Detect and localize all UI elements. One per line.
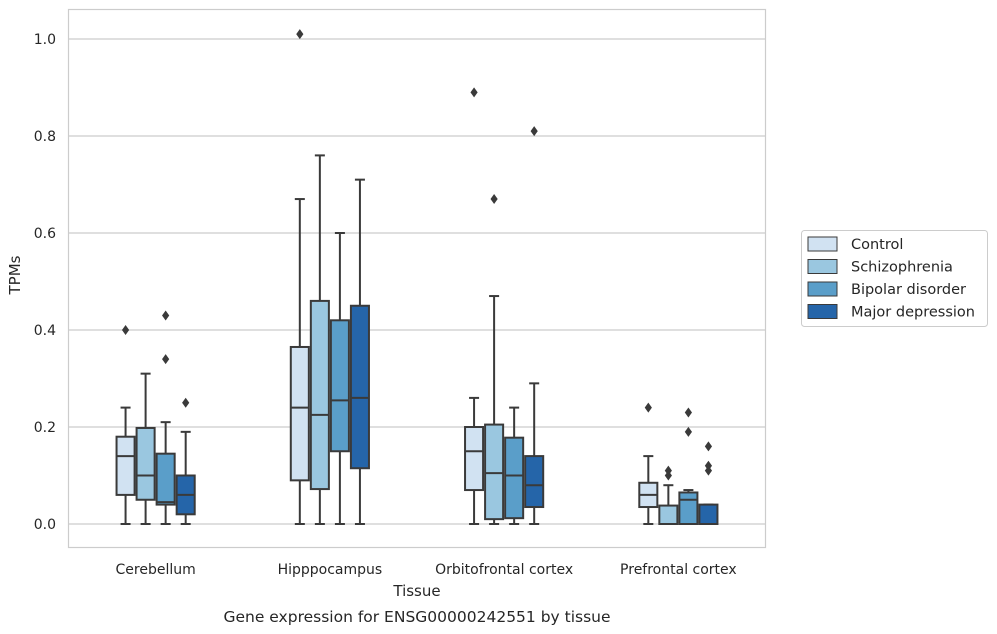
outlier-point [684, 426, 692, 437]
outlier-point [470, 87, 478, 98]
y-tick-labels: 0.0 0.2 0.4 0.6 0.8 1.0 [34, 32, 56, 533]
box [464, 426, 485, 492]
box [309, 299, 330, 491]
box [349, 304, 370, 470]
outlier-point [664, 465, 672, 476]
chart-caption: Gene expression for ENSG00000242551 by t… [223, 608, 610, 626]
y-axis-label: TPMs [6, 255, 24, 295]
x-tick-label: Cerebellum [116, 562, 196, 578]
legend-swatch [807, 281, 838, 297]
x-axis-label: Tissue [392, 582, 440, 600]
plot-area [67, 8, 767, 549]
box [289, 345, 310, 482]
x-tick-label: Hipppocampus [278, 562, 383, 578]
legend-swatch [807, 259, 838, 274]
legend-swatch [807, 236, 838, 252]
box [504, 436, 525, 520]
legend-swatch [807, 304, 838, 319]
box [678, 491, 699, 526]
outlier-point [530, 126, 538, 137]
y-tick-label: 0.0 [34, 517, 56, 533]
outlier-point [121, 325, 130, 335]
outlier-point [644, 402, 652, 413]
box [524, 455, 545, 509]
box [658, 504, 679, 526]
outlier-point [162, 310, 170, 321]
outlier-point [684, 407, 692, 418]
legend-frame [801, 230, 988, 327]
legend-label: Schizophrenia [851, 260, 953, 276]
outlier-point [162, 354, 170, 365]
x-tick-label: Orbitofrontal cortex [435, 562, 573, 578]
outlier-point [704, 460, 713, 471]
box [155, 452, 176, 506]
outlier-point [490, 194, 498, 205]
legend: Control Schizophrenia Bipolar disorder Majo… [801, 230, 988, 327]
box [135, 426, 156, 501]
outlier-point [296, 29, 304, 40]
legend-label: Control [851, 237, 903, 253]
x-tick-labels: Cerebellum Hipppocampus Orbitofrontal cort… [116, 562, 737, 578]
outlier-point [182, 397, 190, 408]
box [484, 423, 505, 521]
box-series [115, 29, 719, 526]
y-tick-label: 0.4 [34, 323, 56, 339]
outlier-point [704, 441, 713, 452]
legend-label: Major depression [851, 305, 975, 321]
x-tick-label: Prefrontal cortex [620, 562, 737, 578]
legend-label: Bipolar disorder [851, 282, 966, 298]
box [115, 435, 136, 496]
y-tick-label: 1.0 [34, 32, 56, 48]
box [329, 319, 350, 453]
y-tick-label: 0.6 [34, 226, 56, 242]
y-tick-label: 0.8 [34, 129, 56, 145]
box [698, 503, 719, 526]
y-tick-label: 0.2 [34, 420, 56, 436]
